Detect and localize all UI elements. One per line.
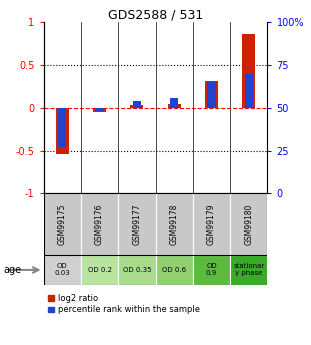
Bar: [58, 108, 66, 147]
Bar: [205, 81, 218, 108]
Bar: [242, 33, 255, 108]
Bar: [230, 193, 267, 255]
Bar: [170, 98, 178, 108]
Bar: [193, 193, 230, 255]
Text: OD
0.9: OD 0.9: [206, 264, 217, 276]
Text: GSM99178: GSM99178: [170, 204, 179, 245]
Text: stationar
y phase: stationar y phase: [233, 264, 264, 276]
Text: OD
0.03: OD 0.03: [54, 264, 70, 276]
Bar: [168, 104, 181, 108]
Text: GSM99175: GSM99175: [58, 204, 67, 245]
Bar: [95, 108, 104, 111]
Bar: [81, 255, 118, 285]
Bar: [118, 193, 156, 255]
Text: OD 0.2: OD 0.2: [87, 267, 112, 273]
Bar: [56, 108, 69, 154]
Legend: log2 ratio, percentile rank within the sample: log2 ratio, percentile rank within the s…: [48, 294, 200, 314]
Title: GDS2588 / 531: GDS2588 / 531: [108, 8, 203, 21]
Bar: [156, 193, 193, 255]
Text: GSM99179: GSM99179: [207, 204, 216, 245]
Bar: [93, 108, 106, 112]
Bar: [44, 255, 81, 285]
Bar: [230, 255, 267, 285]
Bar: [133, 101, 141, 108]
Text: GSM99180: GSM99180: [244, 204, 253, 245]
Text: OD 0.6: OD 0.6: [162, 267, 186, 273]
Text: OD 0.35: OD 0.35: [123, 267, 151, 273]
Bar: [130, 105, 143, 108]
Bar: [193, 255, 230, 285]
Bar: [207, 82, 216, 108]
Bar: [81, 193, 118, 255]
Text: GSM99176: GSM99176: [95, 204, 104, 245]
Text: GSM99177: GSM99177: [132, 204, 141, 245]
Bar: [118, 255, 156, 285]
Text: age: age: [3, 265, 21, 275]
Bar: [156, 255, 193, 285]
Bar: [44, 193, 81, 255]
Bar: [245, 73, 253, 108]
